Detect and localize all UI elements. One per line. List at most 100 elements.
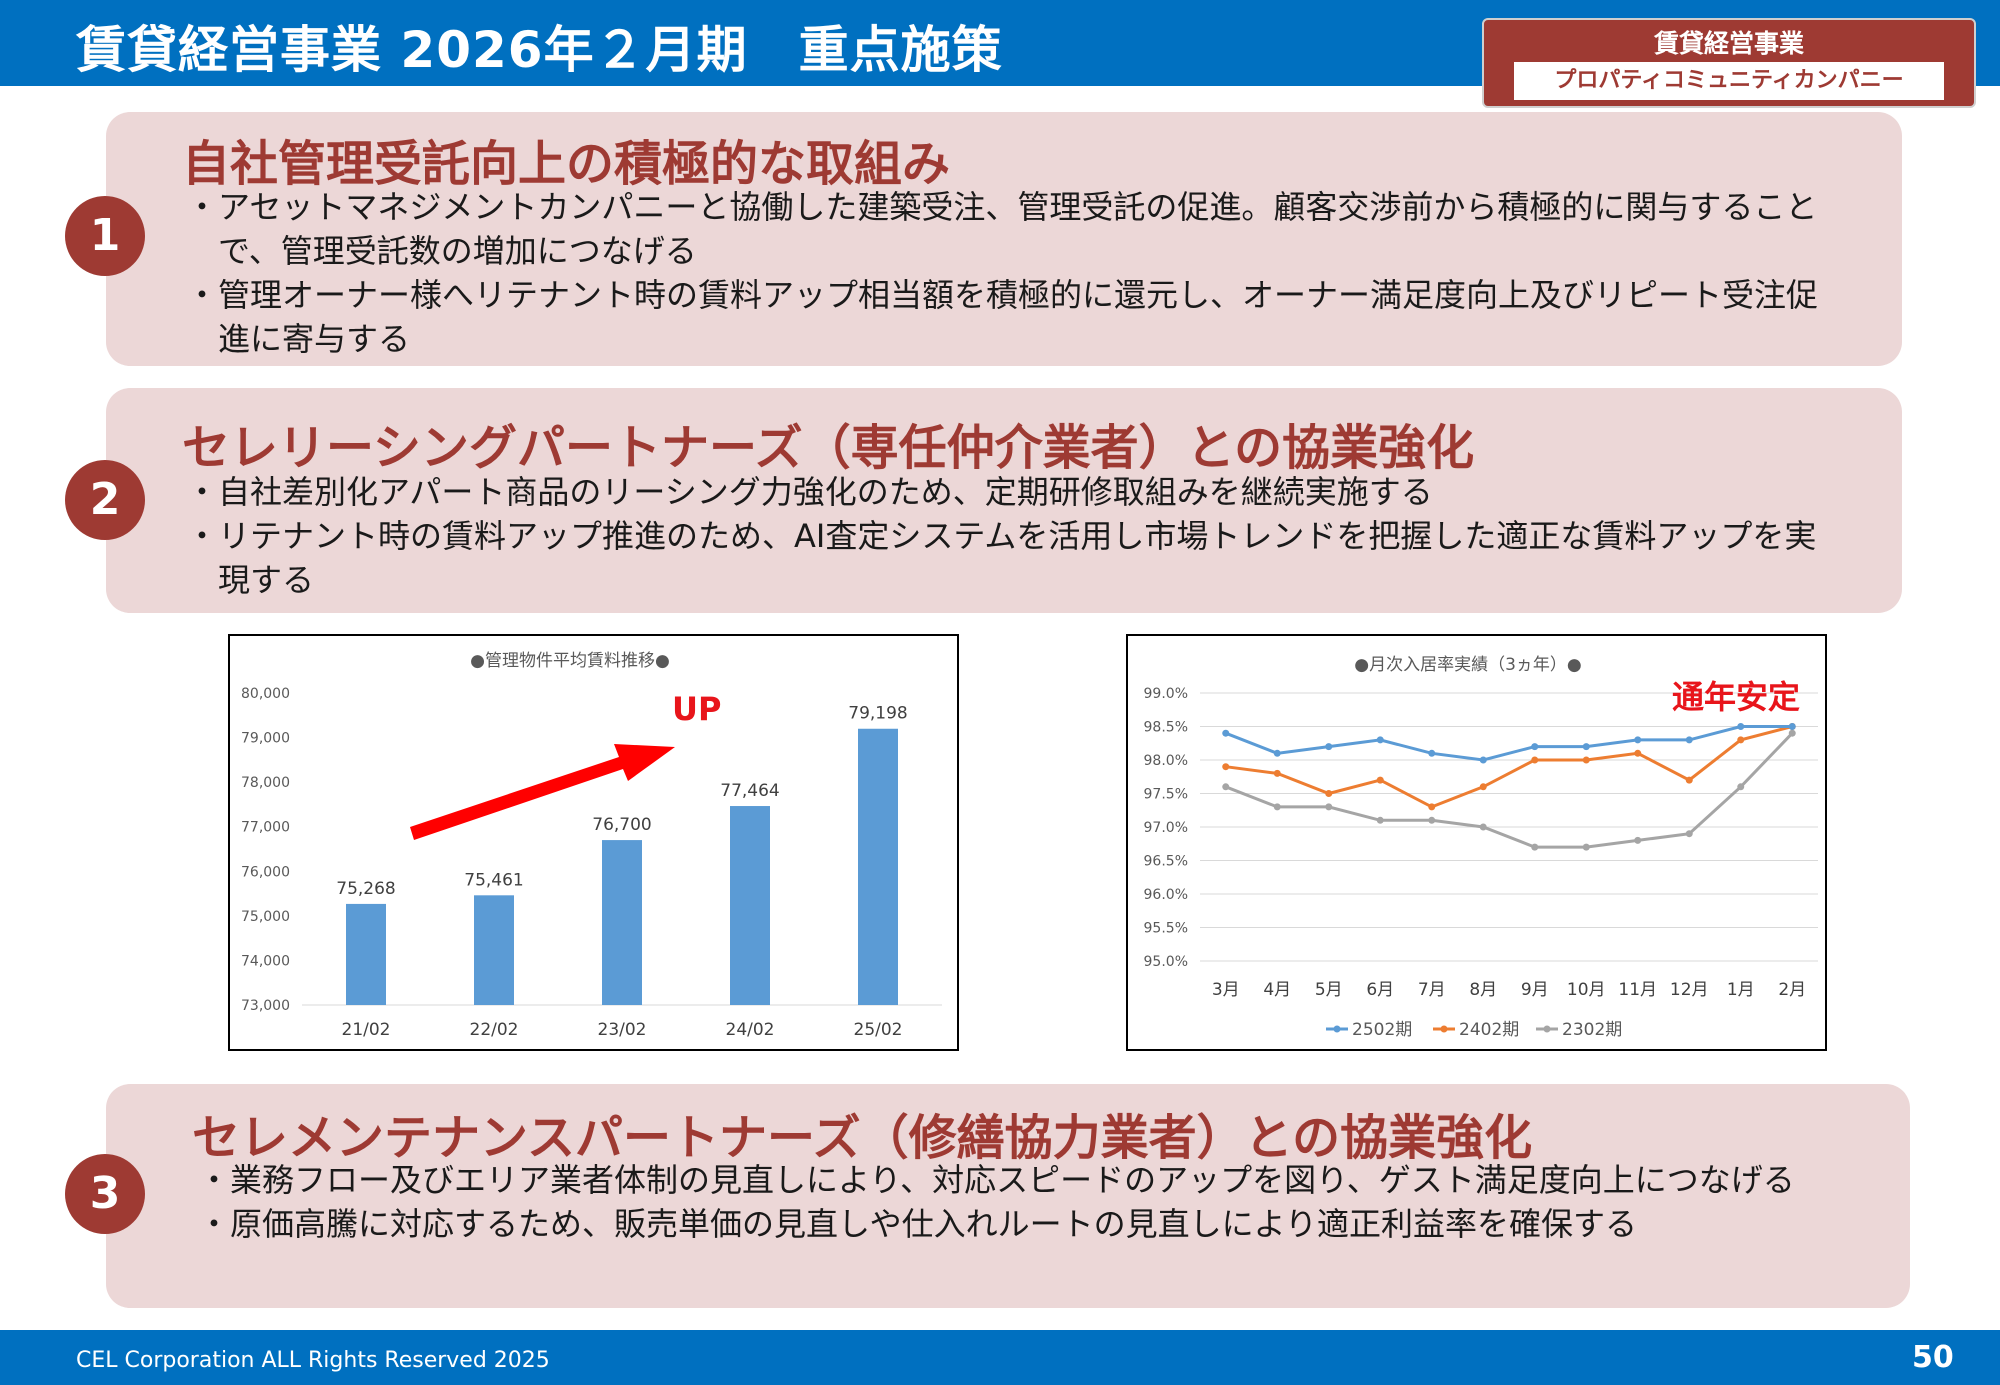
series-line: [1225, 732, 1794, 849]
series-point: [1531, 843, 1539, 851]
y-tick-label: 98.5%: [1144, 720, 1188, 736]
stable-annotation: 通年安定: [1672, 678, 1801, 716]
series-point: [1685, 830, 1693, 838]
footer-copyright: CEL Corporation ALL Rights Reserved 2025: [76, 1348, 550, 1373]
occupancy-line-chart: ●月次入居率実績（3ヵ年）● 95.0% 95.5% 96.0% 96.5% 97.0% 9…: [1126, 634, 1827, 1051]
y-tick-label: 76,000: [241, 864, 290, 880]
section-2-title: セレリーシングパートナーズ（専任仲介業者）との協業強化: [182, 420, 1475, 476]
series-point: [1634, 736, 1642, 744]
bullet-item: 管理オーナー様へリテナント時の賃料アップ相当額を積極的に還元し、オーナー満足度向…: [186, 273, 1826, 361]
series-point: [1531, 743, 1539, 751]
series-point: [1222, 763, 1230, 771]
series-point: [1325, 803, 1333, 811]
series-point: [1325, 790, 1333, 797]
bar: [346, 903, 386, 1005]
y-tick-label: 97.5%: [1144, 787, 1188, 803]
bar: [602, 840, 642, 1005]
chart-title: ●月次入居率実績（3ヵ年）●: [1354, 655, 1581, 675]
bullet-item: 業務フロー及びエリア業者体制の見直しにより、対応スピードのアップを図り、ゲスト満…: [198, 1158, 1838, 1202]
x-tick-label: 23/02: [598, 1020, 647, 1040]
data-label: 76,700: [592, 815, 651, 835]
y-tick-label: 95.5%: [1144, 921, 1188, 937]
y-tick-label: 97.0%: [1144, 820, 1188, 836]
data-label: 75,461: [464, 870, 523, 890]
series-point: [1685, 776, 1693, 784]
up-annotation: UP: [672, 690, 722, 728]
badge-title: 賃貸経営事業: [1653, 29, 1804, 58]
y-tick-label: 95.0%: [1144, 954, 1188, 970]
bar-chart-svg: ●管理物件平均賃料推移● 73,000 74,000 75,000 76,000 77,0…: [241, 651, 942, 1040]
series-point: [1582, 756, 1590, 764]
x-tick-label: 24/02: [726, 1020, 775, 1040]
series-point: [1685, 736, 1693, 744]
y-tick-label: 79,000: [241, 731, 290, 747]
badge-subtitle: プロパティコミュニティカンパニー: [1514, 62, 1944, 100]
series-point: [1737, 736, 1745, 744]
series-point: [1222, 783, 1230, 791]
series-point: [1428, 803, 1436, 811]
y-tick-label: 78,000: [241, 775, 290, 791]
y-tick-label: 96.5%: [1144, 854, 1188, 870]
x-tick-label: 3月: [1212, 980, 1240, 1000]
y-tick-label: 99.0%: [1144, 686, 1188, 702]
y-tick-label: 77,000: [241, 820, 290, 836]
legend-label: 2502期: [1352, 1020, 1412, 1040]
chart-title: ●管理物件平均賃料推移●: [470, 651, 670, 671]
x-tick-label: 12月: [1670, 980, 1709, 1000]
series-point: [1531, 756, 1539, 764]
section-3-number: 3: [65, 1154, 145, 1234]
series-point: [1273, 769, 1281, 777]
x-tick-label: 6月: [1366, 980, 1394, 1000]
x-tick-label: 5月: [1315, 980, 1343, 1000]
data-label: 79,198: [848, 704, 907, 724]
y-tick-label: 96.0%: [1144, 887, 1188, 903]
series-point: [1376, 776, 1384, 784]
y-tick-label: 80,000: [241, 686, 290, 702]
bar: [730, 806, 770, 1005]
series-point: [1634, 749, 1642, 757]
legend-marker: [1440, 1025, 1448, 1033]
series-point: [1479, 823, 1487, 831]
series-point: [1376, 736, 1384, 744]
series-point: [1325, 743, 1333, 751]
series-point: [1737, 723, 1745, 730]
series-point: [1634, 836, 1642, 844]
rent-bar-chart: ●管理物件平均賃料推移● 73,000 74,000 75,000 76,000 77,0…: [228, 634, 959, 1051]
series-point: [1582, 843, 1590, 851]
company-badge: 賃貸経営事業 プロパティコミュニティカンパニー: [1482, 18, 1976, 108]
series-point: [1428, 749, 1436, 757]
y-tick-label: 75,000: [241, 909, 290, 925]
data-label: 77,464: [720, 781, 779, 801]
series-line: [1225, 725, 1793, 809]
section-1-bullets: アセットマネジメントカンパニーと協働した建築受注、管理受託の促進。顧客交渉前から…: [186, 185, 1826, 361]
series-point: [1737, 783, 1745, 791]
bullet-item: リテナント時の賃料アップ推進のため、AI査定システムを活用し市場トレンドを把握し…: [186, 514, 1846, 602]
series-point: [1479, 783, 1487, 791]
bullet-item: 自社差別化アパート商品のリーシング力強化のため、定期研修取組みを継続実施する: [186, 470, 1846, 514]
section-3-title: セレメンテナンスパートナーズ（修繕協力業者）との協業強化: [192, 1110, 1533, 1166]
legend-label: 2402期: [1459, 1020, 1519, 1040]
x-tick-label: 1月: [1727, 980, 1755, 1000]
data-label: 75,268: [336, 879, 395, 899]
series-point: [1582, 743, 1590, 751]
series-point: [1428, 816, 1436, 824]
y-tick-label: 73,000: [241, 998, 290, 1014]
series-point: [1273, 803, 1281, 811]
x-tick-label: 11月: [1618, 980, 1657, 1000]
bar: [858, 728, 898, 1005]
up-arrow-icon: [410, 744, 675, 840]
legend-marker: [1333, 1025, 1341, 1033]
section-3-bullets: 業務フロー及びエリア業者体制の見直しにより、対応スピードのアップを図り、ゲスト満…: [198, 1158, 1838, 1246]
series-line: [1225, 725, 1793, 762]
series-point: [1222, 729, 1230, 737]
line-chart-svg: ●月次入居率実績（3ヵ年）● 95.0% 95.5% 96.0% 96.5% 97.0% 9…: [1144, 655, 1818, 1040]
x-tick-label: 8月: [1469, 980, 1497, 1000]
series-point: [1788, 729, 1796, 737]
y-tick-label: 98.0%: [1144, 753, 1188, 769]
x-tick-label: 2月: [1778, 980, 1806, 1000]
bar: [474, 895, 514, 1005]
series-point: [1273, 749, 1281, 757]
section-1-number: 1: [65, 196, 145, 276]
x-tick-label: 21/02: [342, 1020, 391, 1040]
section-2-bullets: 自社差別化アパート商品のリーシング力強化のため、定期研修取組みを継続実施する リ…: [186, 470, 1846, 602]
